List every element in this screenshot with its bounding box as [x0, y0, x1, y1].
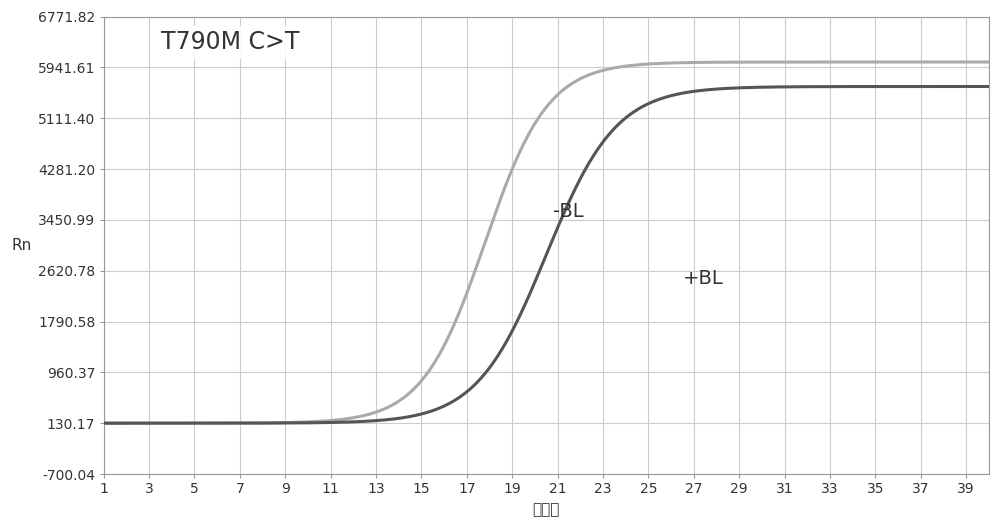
Text: +BL: +BL: [682, 269, 723, 288]
Text: -BL: -BL: [553, 202, 584, 221]
X-axis label: 循环数: 循环数: [533, 502, 560, 517]
Text: T790M C>T: T790M C>T: [161, 30, 300, 54]
Y-axis label: Rn: Rn: [11, 238, 31, 253]
